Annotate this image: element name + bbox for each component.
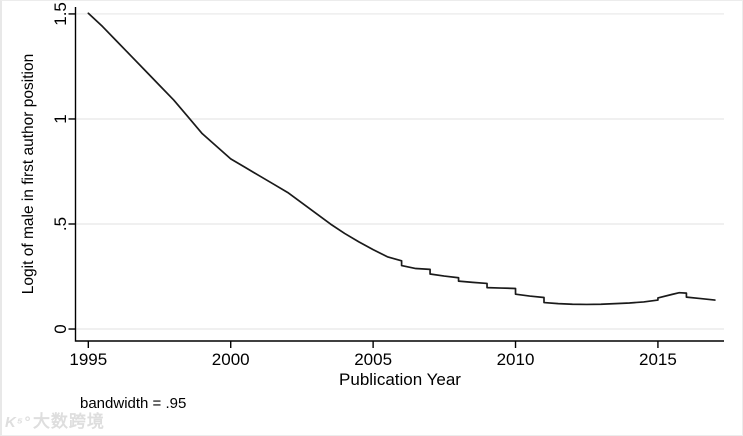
y-tick-label-.5: .5 [51,217,70,231]
x-tick-label-2010: 2010 [497,350,535,369]
bandwidth-note: bandwidth = .95 [80,395,186,412]
lowess-curve [87,12,716,306]
ticks-layer [68,13,659,348]
x-tick-label-2000: 2000 [212,350,250,369]
tick-labels-layer: 0 .5 1 1.5 1995 2000 2005 2010 2015 [51,2,677,369]
watermark-text: 大数跨境 [32,412,105,431]
axes-layer [74,7,724,342]
axis-lines [74,7,724,342]
x-axis-title: Publication Year [339,370,461,389]
x-tick-label-1995: 1995 [69,350,107,369]
watermark: K⁵° 大数跨境 [5,412,105,433]
gridlines-layer [75,13,724,330]
y-tick-label-1: 1 [51,114,70,123]
y-tick-label-1.5: 1.5 [51,2,70,26]
x-tick-label-2005: 2005 [354,350,392,369]
watermark-logo-icon: K⁵° [5,414,31,431]
x-tick-label-2015: 2015 [639,350,677,369]
y-axis-title: Logit of male in first author position [20,54,37,294]
y-tick-label-0: 0 [51,324,70,333]
